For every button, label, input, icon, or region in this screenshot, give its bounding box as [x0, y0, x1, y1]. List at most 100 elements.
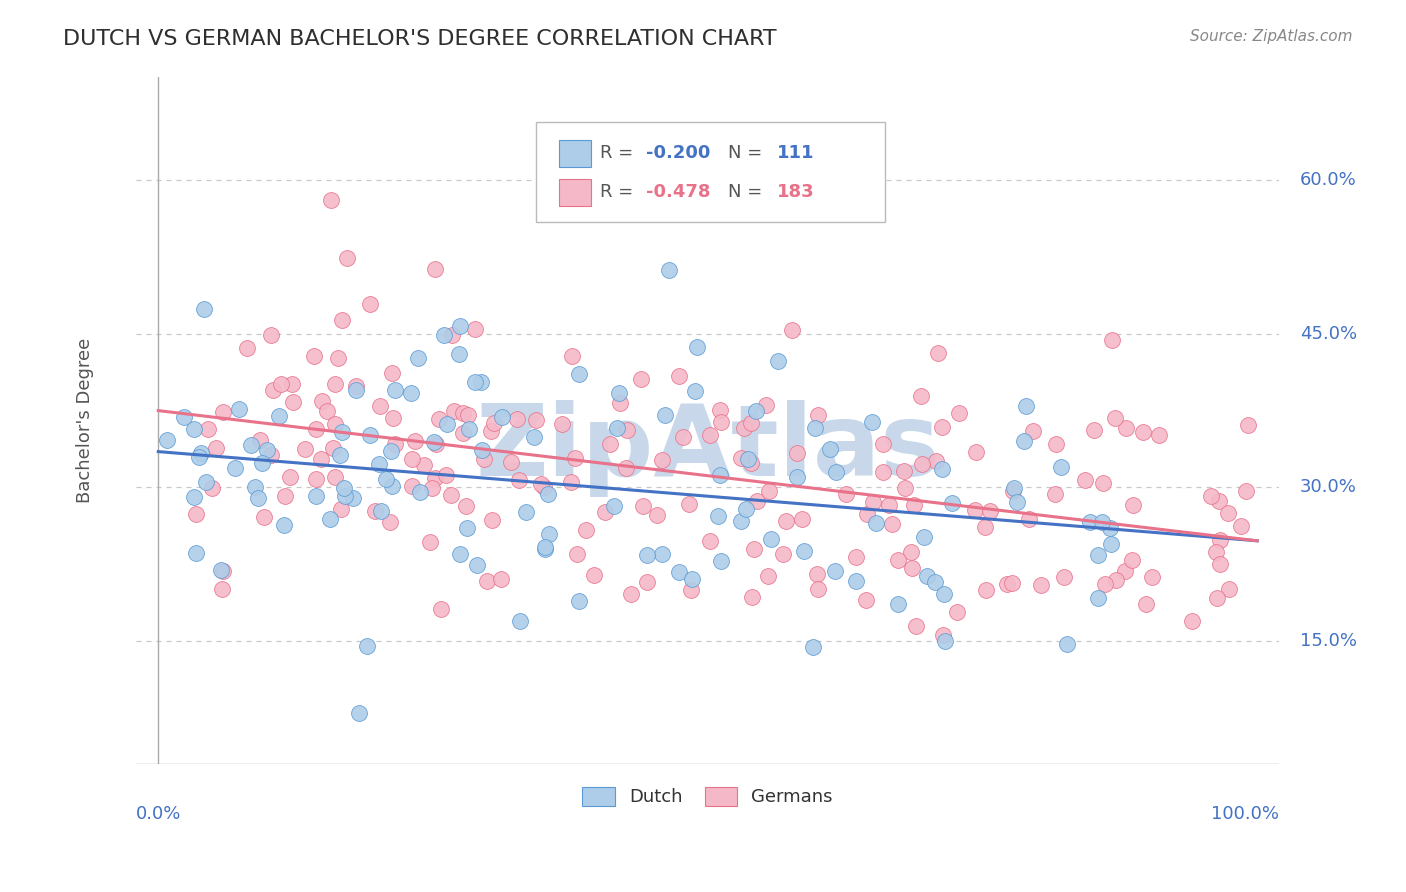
- Point: [758, 484, 780, 499]
- Point: [423, 261, 446, 276]
- Point: [537, 487, 560, 501]
- Text: 45.0%: 45.0%: [1299, 325, 1357, 343]
- Point: [183, 422, 205, 436]
- Point: [212, 564, 235, 578]
- Point: [465, 558, 488, 573]
- Point: [283, 395, 305, 409]
- Point: [470, 375, 492, 389]
- Point: [905, 619, 928, 633]
- Point: [515, 505, 537, 519]
- Point: [475, 574, 498, 588]
- Point: [456, 499, 478, 513]
- Point: [281, 376, 304, 391]
- Point: [440, 328, 463, 343]
- Point: [183, 490, 205, 504]
- Point: [780, 322, 803, 336]
- Point: [568, 594, 591, 608]
- Text: 0.0%: 0.0%: [136, 805, 181, 823]
- Point: [260, 328, 283, 343]
- Point: [709, 402, 731, 417]
- Point: [1099, 537, 1122, 551]
- Point: [508, 473, 530, 487]
- Point: [440, 488, 463, 502]
- Point: [772, 547, 794, 561]
- Point: [209, 563, 232, 577]
- Point: [630, 371, 652, 385]
- Point: [1014, 434, 1036, 449]
- Point: [250, 457, 273, 471]
- Point: [534, 540, 557, 554]
- Point: [267, 409, 290, 424]
- Point: [790, 512, 813, 526]
- Point: [186, 507, 208, 521]
- Point: [243, 480, 266, 494]
- Point: [335, 489, 357, 503]
- Point: [710, 415, 733, 429]
- Point: [946, 605, 969, 619]
- Point: [523, 430, 546, 444]
- Point: [156, 433, 179, 447]
- Point: [699, 428, 721, 442]
- Point: [683, 384, 706, 398]
- Point: [668, 368, 690, 383]
- Point: [1147, 428, 1170, 442]
- Point: [449, 547, 471, 561]
- Point: [775, 514, 797, 528]
- Point: [681, 572, 703, 586]
- Point: [526, 413, 548, 427]
- Point: [305, 490, 328, 504]
- Point: [305, 422, 328, 436]
- Point: [856, 508, 879, 522]
- Bar: [560, 140, 591, 167]
- Point: [932, 587, 955, 601]
- Point: [1208, 494, 1230, 508]
- Point: [1135, 597, 1157, 611]
- Point: [963, 503, 986, 517]
- Point: [1234, 484, 1257, 499]
- Point: [965, 445, 987, 459]
- Point: [436, 417, 458, 431]
- Point: [651, 547, 673, 561]
- Point: [1091, 516, 1114, 530]
- Point: [575, 523, 598, 537]
- Point: [593, 505, 616, 519]
- Point: [565, 547, 588, 561]
- Point: [1140, 570, 1163, 584]
- Point: [654, 408, 676, 422]
- Point: [384, 436, 406, 450]
- Point: [855, 593, 877, 607]
- Point: [249, 433, 271, 447]
- Point: [1031, 578, 1053, 592]
- Point: [900, 561, 922, 575]
- Point: [1092, 475, 1115, 490]
- Bar: [560, 178, 591, 206]
- Point: [368, 399, 391, 413]
- Point: [1206, 591, 1229, 605]
- Point: [603, 499, 626, 513]
- Point: [408, 351, 430, 365]
- Point: [845, 550, 868, 565]
- Point: [1018, 512, 1040, 526]
- Point: [1105, 573, 1128, 587]
- Point: [412, 458, 434, 472]
- Point: [329, 502, 352, 516]
- Point: [685, 341, 707, 355]
- Point: [236, 341, 259, 355]
- Point: [401, 479, 423, 493]
- Point: [270, 376, 292, 391]
- Point: [368, 457, 391, 471]
- Point: [344, 383, 367, 397]
- Point: [730, 514, 752, 528]
- Point: [818, 442, 841, 456]
- Point: [900, 545, 922, 559]
- Point: [506, 412, 529, 426]
- Point: [872, 465, 894, 479]
- Point: [872, 437, 894, 451]
- Point: [434, 468, 457, 483]
- Point: [533, 480, 555, 494]
- Legend: Dutch, Germans: Dutch, Germans: [575, 780, 841, 814]
- Point: [766, 354, 789, 368]
- Point: [948, 406, 970, 420]
- Text: 15.0%: 15.0%: [1299, 632, 1357, 650]
- Point: [499, 455, 522, 469]
